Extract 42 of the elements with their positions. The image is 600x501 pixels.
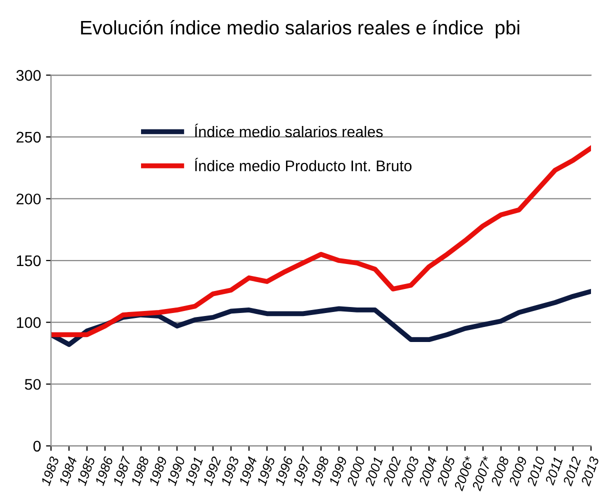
x-tick-label: 1989 bbox=[148, 456, 168, 486]
x-tick-label: 2007* bbox=[472, 455, 492, 492]
x-tick-label: 1997 bbox=[292, 455, 312, 486]
x-tick-label: 2001 bbox=[364, 456, 383, 487]
x-tick-label: 2011 bbox=[544, 456, 563, 486]
x-tick-label: 2008 bbox=[490, 456, 510, 487]
x-tick-label: 1995 bbox=[256, 456, 276, 486]
x-tick-label: 1999 bbox=[328, 456, 348, 486]
y-tick-label: 0 bbox=[33, 440, 41, 452]
x-tick-label: 1994 bbox=[238, 456, 258, 486]
x-tick-label: 1998 bbox=[310, 456, 330, 486]
x-tick-label: 2012 bbox=[562, 456, 582, 487]
x-tick-label: 1984 bbox=[58, 456, 78, 486]
x-tick-label: 2010 bbox=[526, 456, 546, 487]
y-tick-label: 250 bbox=[16, 132, 41, 143]
x-tick-label: 2009 bbox=[508, 456, 528, 487]
x-tick-label: 1988 bbox=[130, 456, 150, 486]
x-tick-label: 2003 bbox=[400, 456, 420, 487]
y-tick-label: 300 bbox=[16, 70, 41, 81]
x-tick-label: 2005 bbox=[436, 456, 456, 487]
x-tick-label: 1992 bbox=[202, 456, 222, 486]
x-tick-label: 2004 bbox=[418, 456, 438, 487]
chart-title: Evolución índice medio salarios reales e índice pbi bbox=[81, 20, 520, 38]
y-tick-label: 50 bbox=[24, 378, 41, 390]
x-tick-label: 1987 bbox=[112, 455, 132, 486]
x-tick-label: 2013 bbox=[580, 456, 600, 487]
y-tick-label: 100 bbox=[16, 317, 41, 328]
x-tick-label: 1983 bbox=[40, 456, 60, 486]
legend-label: Índice medio Producto Int. Bruto bbox=[194, 158, 412, 172]
y-tick-label: 200 bbox=[16, 194, 41, 204]
x-tick-label: 1991 bbox=[184, 456, 203, 486]
x-tick-label: 1996 bbox=[274, 456, 294, 486]
y-tick-label: 150 bbox=[16, 255, 41, 266]
line-series bbox=[51, 146, 591, 338]
x-tick-label: 1990 bbox=[166, 456, 186, 486]
x-tick-label: 1985 bbox=[76, 456, 96, 486]
x-tick-label: 1986 bbox=[94, 456, 114, 486]
legend-label: Índice medio salarios reales bbox=[194, 124, 383, 138]
x-tick-label: 1993 bbox=[220, 456, 240, 486]
x-tick-label: 2000 bbox=[346, 456, 366, 487]
x-tick-label: 2006* bbox=[454, 455, 474, 492]
x-tick-label: 2002 bbox=[382, 456, 402, 487]
